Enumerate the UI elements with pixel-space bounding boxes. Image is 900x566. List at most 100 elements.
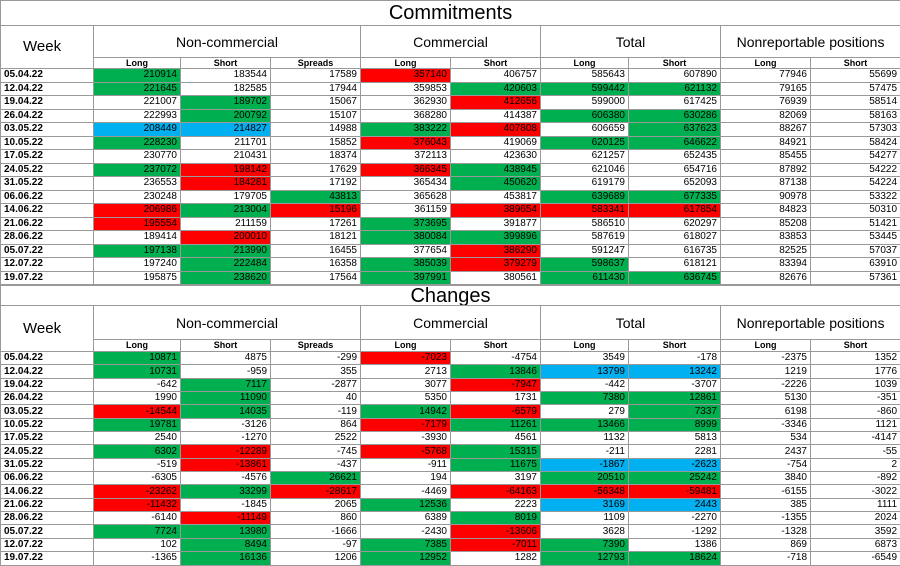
subheader-row: Long Short Spreads Long Short Long Short Long Sh… <box>1 339 900 352</box>
title-row: Changes <box>0 285 900 306</box>
value-cell: 380561 <box>450 270 541 285</box>
value-cell: 1039 <box>809 377 900 393</box>
value-cell: 17589 <box>270 68 361 83</box>
value-cell: 183544 <box>180 68 271 83</box>
value-cell: 860 <box>270 511 361 526</box>
value-cell: -7179 <box>360 417 451 433</box>
value-cell: -351 <box>809 391 900 406</box>
value-cell: 58424 <box>809 135 900 150</box>
value-cell: -3707 <box>628 377 721 393</box>
subheader: Short <box>180 57 271 69</box>
value-cell: -892 <box>809 471 900 486</box>
week-cell: 28.06.22 <box>0 230 94 245</box>
value-cell: -14544 <box>93 404 181 419</box>
value-cell: 406757 <box>450 68 541 83</box>
value-cell: 620297 <box>628 216 721 231</box>
value-cell: -299 <box>270 350 361 366</box>
group-header: Total <box>540 25 721 58</box>
value-cell: 412656 <box>450 95 541 110</box>
data-row: 28.06.22 -6140 -11149 860 6389 8019 1109 -2270-… <box>0 511 900 526</box>
group-header: Total <box>540 305 721 340</box>
value-cell: 25242 <box>628 471 721 486</box>
data-row: 14.06.22 206986 213004 15196 361159 389654 583… <box>0 203 900 218</box>
data-row: 21.06.22 -11432 -1845 2065 12536 2223 3169 2443… <box>0 497 900 513</box>
value-cell: 583341 <box>540 203 629 218</box>
value-cell: 368280 <box>360 108 451 123</box>
value-cell: 11261 <box>450 417 541 433</box>
value-cell: -56348 <box>540 484 629 499</box>
value-cell: 55699 <box>809 68 900 83</box>
value-cell: -97 <box>270 537 361 553</box>
value-cell: 1219 <box>720 364 811 379</box>
value-cell: 57475 <box>809 81 900 96</box>
week-cell: 17.05.22 <box>0 149 94 164</box>
value-cell: -2270 <box>628 511 721 526</box>
value-cell: 3840 <box>720 471 811 486</box>
value-cell: 677335 <box>628 189 721 204</box>
value-cell: 195875 <box>93 270 181 285</box>
week-cell: 31.05.22 <box>0 457 94 473</box>
value-cell: 208449 <box>93 122 181 137</box>
value-cell: 13242 <box>628 364 721 379</box>
value-cell: 385 <box>720 497 811 513</box>
week-cell: 26.04.22 <box>0 391 94 406</box>
value-cell: 587619 <box>540 230 629 245</box>
value-cell: 230248 <box>93 189 181 204</box>
value-cell: 617425 <box>628 95 721 110</box>
data-row: 24.05.22 6302 -12289 -745 -5768 15315 -211 2281… <box>0 444 900 459</box>
value-cell: 20510 <box>540 471 629 486</box>
value-cell: -1270 <box>180 431 271 446</box>
data-row: 26.04.22 1990 11090 40 5350 1731 7380 12861 5130… <box>0 391 900 406</box>
value-cell: 189702 <box>180 95 271 110</box>
value-cell: 238620 <box>180 270 271 285</box>
value-cell: -13861 <box>180 457 271 473</box>
data-row: 19.07.22 195875 238620 17564 397991 380561 611… <box>0 270 900 285</box>
data-row: 17.05.22 2540 -1270 2522 -3930 4561 1132 5813 53… <box>0 431 900 446</box>
value-cell: 54277 <box>809 149 900 164</box>
value-cell: 3197 <box>450 471 541 486</box>
value-cell: 14942 <box>360 404 451 419</box>
value-cell: 414387 <box>450 108 541 123</box>
value-cell: 3592 <box>809 524 900 539</box>
value-cell: -959 <box>180 364 271 379</box>
data-row: 28.06.22 189414 200010 18121 380084 399896 587… <box>0 230 900 245</box>
value-cell: 17564 <box>270 270 361 285</box>
subheader: Long <box>360 339 451 352</box>
value-cell: 211159 <box>180 216 271 231</box>
subheader: Short <box>809 339 900 352</box>
value-cell: 63910 <box>809 257 900 272</box>
subheader: Short <box>180 339 271 352</box>
week-cell: 12.07.22 <box>0 257 94 272</box>
subheader-row: Long Short Spreads Long Short Long Short Long Sh… <box>1 57 900 69</box>
subheader: Long <box>720 57 811 69</box>
value-cell: -12289 <box>180 444 271 459</box>
data-row: 03.05.22 208449 214827 14988 383222 407808 606… <box>0 122 900 137</box>
data-row: 12.07.22 197240 222484 16358 385039 379279 598… <box>0 257 900 272</box>
value-cell: 85208 <box>720 216 811 231</box>
value-cell: 87138 <box>720 176 811 191</box>
value-cell: 15852 <box>270 135 361 150</box>
value-cell: 221007 <box>93 95 181 110</box>
value-cell: 365628 <box>360 189 451 204</box>
value-cell: 40 <box>270 391 361 406</box>
subheader: Short <box>450 339 541 352</box>
value-cell: 652093 <box>628 176 721 191</box>
value-cell: 87892 <box>720 162 811 177</box>
value-cell: 585643 <box>540 68 629 83</box>
value-cell: 1111 <box>809 497 900 513</box>
value-cell: 423630 <box>450 149 541 164</box>
value-cell: -3346 <box>720 417 811 433</box>
value-cell: 1386 <box>628 537 721 553</box>
week-cell: 03.05.22 <box>0 404 94 419</box>
value-cell: 50310 <box>809 203 900 218</box>
value-cell: 213990 <box>180 243 271 258</box>
data-row: 31.05.22 -519 -13861 -437 -911 11675 -1867 -262… <box>0 457 900 473</box>
value-cell: 53322 <box>809 189 900 204</box>
value-cell: 8999 <box>628 417 721 433</box>
value-cell: 16455 <box>270 243 361 258</box>
value-cell: 198142 <box>180 162 271 177</box>
value-cell: 13799 <box>540 364 629 379</box>
value-cell: 2065 <box>270 497 361 513</box>
value-cell: 2540 <box>93 431 181 446</box>
value-cell: 14035 <box>180 404 271 419</box>
